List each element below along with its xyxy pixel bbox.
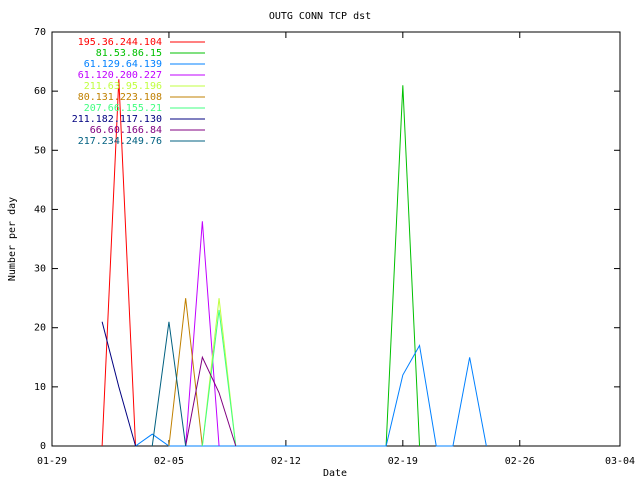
legend-label: 66.60.166.84 [90, 125, 162, 136]
legend-label: 207.66.155.21 [84, 103, 162, 114]
y-tick-label: 70 [34, 27, 46, 38]
series-line [201, 298, 237, 447]
legend-label: 61.120.200.227 [78, 70, 162, 81]
series-line [101, 79, 137, 447]
y-tick-label: 0 [40, 441, 46, 452]
series-line [185, 221, 220, 447]
legend-label: 211.63.95.196 [84, 81, 162, 92]
x-tick-label: 02-19 [388, 456, 418, 467]
legend-label: 217.234.249.76 [78, 136, 162, 147]
y-tick-label: 10 [34, 382, 46, 393]
series-line [185, 355, 237, 447]
x-tick-label: 02-05 [154, 456, 184, 467]
series-line [385, 85, 421, 447]
x-tick-label: 02-26 [505, 456, 535, 467]
y-tick-label: 50 [34, 145, 46, 156]
series-line [201, 309, 237, 447]
series-line [168, 298, 203, 447]
y-tick-label: 60 [34, 86, 46, 97]
series-line [135, 343, 487, 447]
series-line [101, 321, 137, 447]
legend-label: 81.53.86.15 [96, 48, 162, 59]
legend-label: 61.129.64.139 [84, 59, 162, 70]
x-tick-label: 01-29 [37, 456, 67, 467]
y-tick-label: 40 [34, 204, 46, 215]
x-axis-label: Date [323, 468, 347, 479]
legend-label: 211.182.117.130 [72, 114, 162, 125]
y-tick-label: 30 [34, 264, 46, 275]
y-axis-label: Number per day [7, 197, 18, 281]
legend-label: 80.131.223.108 [78, 92, 162, 103]
chart-title: OUTG CONN TCP dst [269, 11, 371, 22]
x-tick-label: 02-12 [271, 456, 301, 467]
y-tick-label: 20 [34, 323, 46, 334]
x-tick-label: 03-04 [605, 456, 635, 467]
series-line [151, 321, 187, 447]
legend-label: 195.36.244.104 [78, 37, 162, 48]
